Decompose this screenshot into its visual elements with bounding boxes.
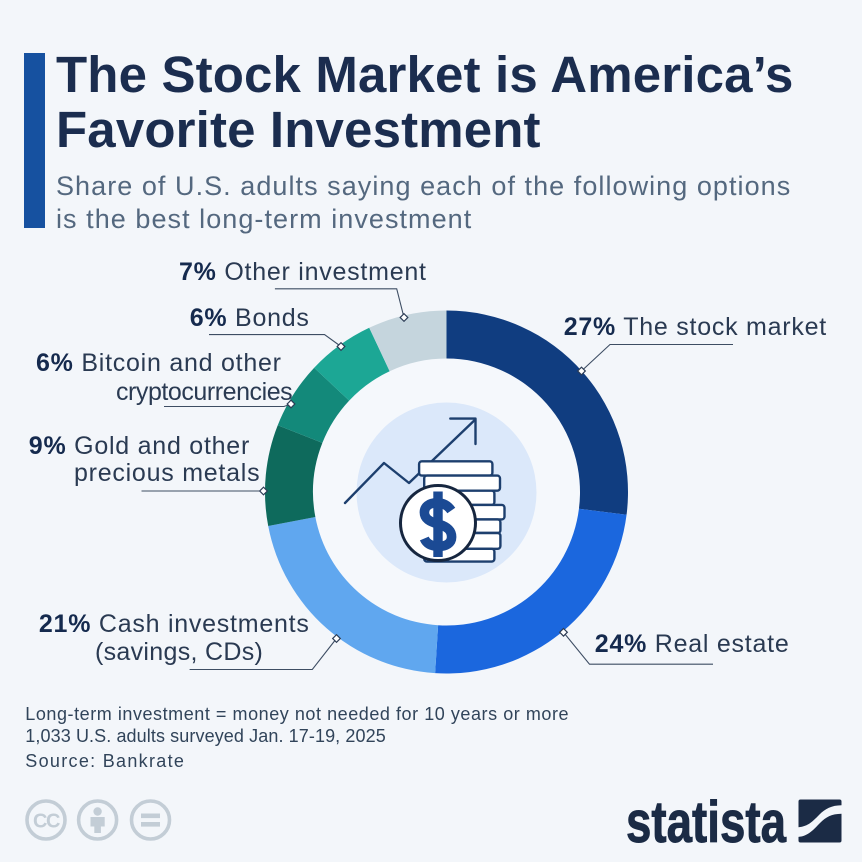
svg-text:statista: statista bbox=[626, 790, 787, 855]
svg-text:CC: CC bbox=[33, 811, 60, 833]
